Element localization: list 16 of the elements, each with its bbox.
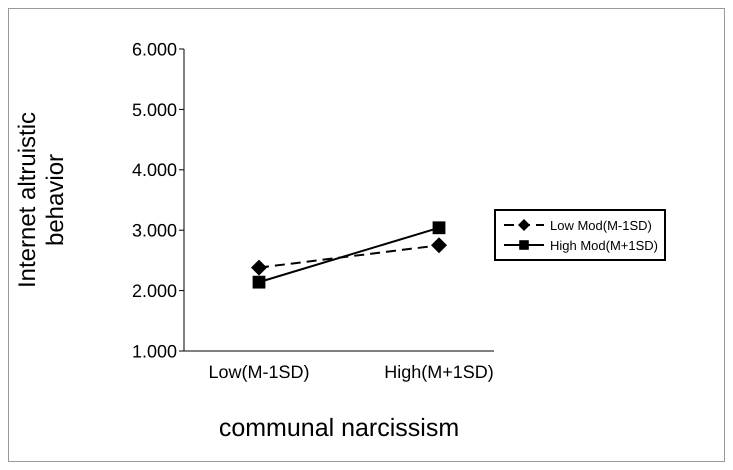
y-tick-label: 6.000 <box>132 39 177 60</box>
legend-label: Low Mod(M-1SD) <box>550 218 652 232</box>
point <box>431 237 447 254</box>
y-axis-title: Internet altruistic behavior <box>14 112 69 288</box>
y-tick-label: 2.000 <box>132 280 177 301</box>
point <box>432 221 446 234</box>
y-tick-label: 3.000 <box>132 220 177 241</box>
point <box>251 260 267 276</box>
legend-label: High Mod(M+1SD) <box>550 238 658 252</box>
y-tick-label: 5.000 <box>132 100 177 120</box>
y-tick-label: 1.000 <box>132 341 177 362</box>
y-tick-label: 4.000 <box>132 160 177 180</box>
x-tick-label: Low(M-1SD) <box>208 362 310 382</box>
point <box>252 276 266 289</box>
x-axis-title: communal narcissism <box>218 414 460 442</box>
x-tick-label: High(M+1SD) <box>384 362 494 382</box>
